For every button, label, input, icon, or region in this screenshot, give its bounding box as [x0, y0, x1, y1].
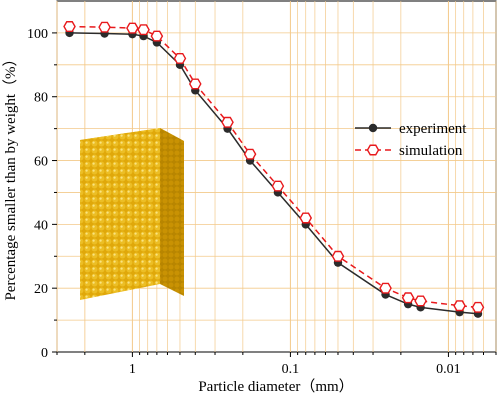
series-layer — [63, 21, 485, 318]
particle-column-icon — [80, 128, 184, 300]
y-tick-label: 60 — [34, 155, 48, 170]
data-point-simulation — [98, 21, 111, 33]
y-tick-label: 20 — [34, 282, 48, 297]
x-axis-label: Particle diameter（mm） — [198, 378, 353, 395]
x-tick-label: 0.01 — [436, 362, 461, 377]
data-point-simulation — [150, 30, 164, 42]
data-point-simulation — [173, 52, 187, 64]
data-point-simulation — [379, 282, 392, 294]
data-point-simulation — [188, 78, 202, 90]
data-point-simulation — [299, 212, 313, 224]
data-point-simulation — [221, 116, 234, 128]
legend-simulation-marker — [366, 144, 380, 156]
data-point-simulation — [137, 24, 150, 36]
legend-experiment-marker — [368, 123, 378, 133]
axes: 0 20 40 60 80 100 1 0.1 0.01 — [27, 27, 497, 377]
x-tick-label: 1 — [129, 362, 136, 377]
y-tick-label: 80 — [34, 91, 48, 106]
data-point-simulation — [243, 148, 257, 160]
data-point-simulation — [63, 21, 76, 32]
data-point-simulation — [126, 22, 139, 34]
y-axis-label: Percentage smaller than by weight（%） — [2, 51, 19, 300]
y-tick-label: 0 — [41, 346, 48, 361]
data-point-simulation — [453, 300, 466, 312]
data-point-simulation — [471, 301, 485, 313]
y-tick-label: 40 — [34, 218, 48, 233]
y-tick-label: 100 — [27, 27, 48, 42]
legend-experiment-label: experiment — [399, 121, 467, 137]
data-point-simulation — [271, 180, 285, 192]
data-point-simulation — [414, 295, 427, 307]
x-tick-label: 0.1 — [282, 362, 300, 377]
data-point-simulation — [331, 250, 345, 262]
legend-simulation-label: simulation — [399, 143, 463, 159]
legend: experiment simulation — [355, 121, 467, 159]
data-point-simulation — [401, 292, 415, 304]
